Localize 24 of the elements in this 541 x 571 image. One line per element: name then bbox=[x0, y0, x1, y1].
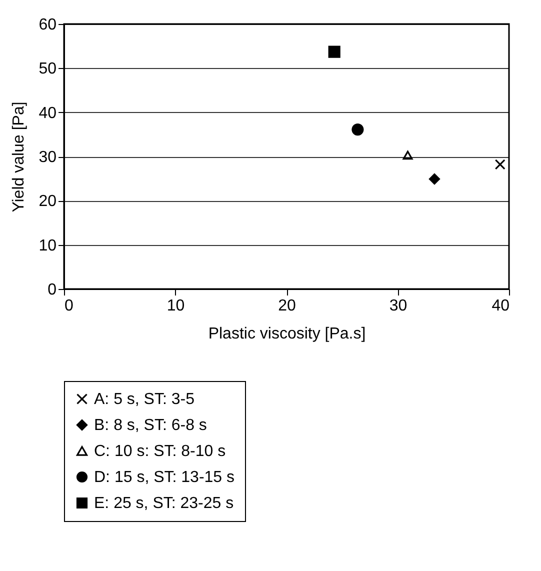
legend-label: E: 25 s, ST: 23-25 s bbox=[94, 495, 234, 512]
y-tick-label: 60 bbox=[38, 16, 57, 34]
y-tick-label: 50 bbox=[38, 60, 57, 78]
point bbox=[328, 46, 340, 58]
y-tick-label: 30 bbox=[38, 149, 57, 166]
legend-label: C: 10 s: ST: 8-10 s bbox=[94, 443, 226, 460]
legend-label: B: 8 s, ST: 6-8 s bbox=[94, 417, 207, 434]
point bbox=[352, 124, 364, 136]
y-axis-title: Yield value [Pa] bbox=[10, 102, 28, 212]
x-axis-title: Plastic viscosity [Pa.s] bbox=[208, 326, 366, 342]
legend-label: A: 5 s, ST: 3-5 bbox=[94, 391, 195, 408]
y-tick-label: 10 bbox=[38, 237, 57, 254]
x-tick-label: 30 bbox=[389, 298, 408, 314]
x-tick-label: 0 bbox=[64, 298, 74, 314]
x-tick-label: 40 bbox=[492, 298, 510, 314]
point bbox=[428, 173, 440, 185]
y-tick-label: 0 bbox=[48, 282, 57, 298]
x-tick-label: 10 bbox=[166, 298, 185, 314]
point bbox=[494, 159, 506, 170]
point bbox=[402, 150, 413, 160]
y-tick-label: 40 bbox=[38, 104, 57, 122]
legend-label: D: 15 s, ST: 13-15 s bbox=[94, 469, 235, 486]
y-tick-label: 20 bbox=[38, 193, 57, 210]
x-tick-label: 20 bbox=[278, 298, 296, 314]
